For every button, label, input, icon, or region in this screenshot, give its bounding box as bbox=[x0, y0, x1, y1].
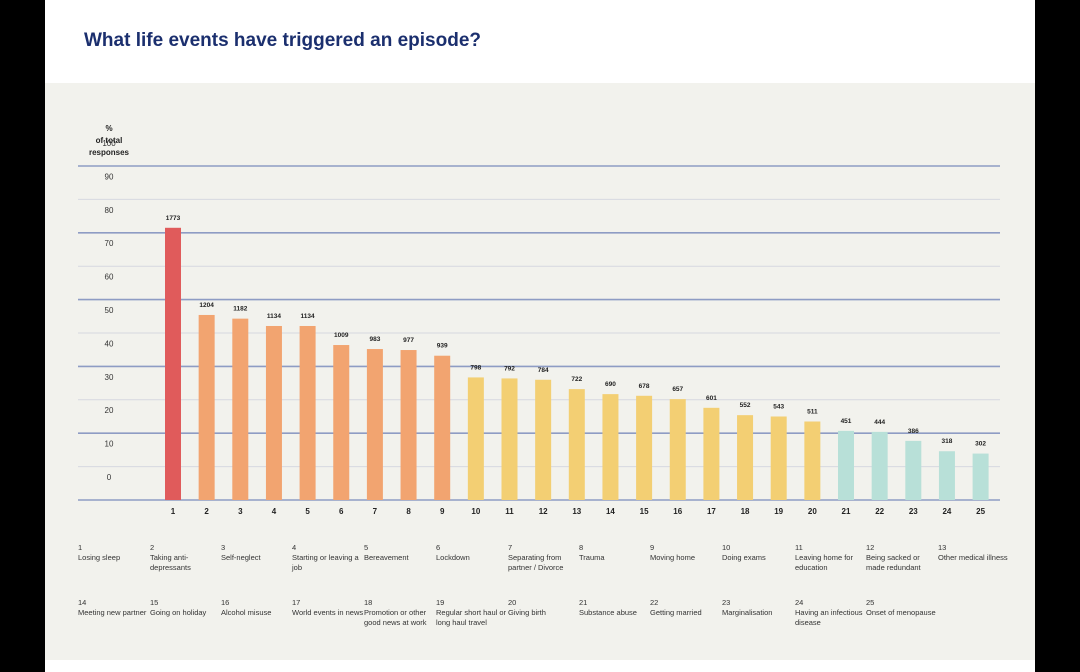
bar bbox=[232, 318, 249, 500]
bar bbox=[871, 431, 888, 500]
y-tick-label: 70 bbox=[105, 239, 114, 248]
bar bbox=[434, 355, 451, 500]
y-tick-label: 50 bbox=[105, 306, 114, 315]
bar bbox=[770, 416, 787, 500]
data-label: 1134 bbox=[301, 313, 315, 320]
x-tick-label: 3 bbox=[238, 507, 243, 516]
bar bbox=[636, 395, 653, 500]
data-label: 1134 bbox=[267, 313, 281, 320]
x-tick-label: 1 bbox=[171, 507, 176, 516]
y-tick-label: 90 bbox=[105, 172, 114, 181]
data-label: 983 bbox=[369, 336, 380, 343]
bar bbox=[804, 421, 821, 500]
y-axis-label: of total bbox=[96, 136, 123, 145]
data-label: 977 bbox=[403, 337, 414, 344]
data-label: 444 bbox=[874, 419, 885, 426]
y-tick-label: 40 bbox=[105, 339, 114, 348]
bar bbox=[501, 378, 518, 500]
data-label: 792 bbox=[504, 365, 515, 372]
x-tick-label: 9 bbox=[440, 507, 445, 516]
chart-title: What life events have triggered an episo… bbox=[84, 30, 481, 51]
y-tick-label: 10 bbox=[105, 440, 114, 449]
data-label: 543 bbox=[773, 404, 784, 411]
x-tick-label: 8 bbox=[406, 507, 411, 516]
header: What life events have triggered an episo… bbox=[45, 0, 1035, 83]
bar bbox=[165, 227, 181, 501]
data-label: 511 bbox=[807, 409, 818, 416]
data-label: 1009 bbox=[334, 332, 349, 339]
x-tick-label: 16 bbox=[673, 507, 682, 516]
data-label: 601 bbox=[706, 395, 717, 402]
x-tick-label: 17 bbox=[707, 507, 716, 516]
bar bbox=[467, 377, 484, 500]
x-tick-label: 13 bbox=[572, 507, 581, 516]
bar bbox=[602, 394, 619, 500]
data-label: 784 bbox=[538, 367, 549, 374]
data-label: 798 bbox=[470, 364, 481, 371]
x-tick-label: 18 bbox=[741, 507, 750, 516]
x-tick-label: 7 bbox=[373, 507, 378, 516]
bar bbox=[938, 451, 955, 500]
x-tick-label: 25 bbox=[976, 507, 985, 516]
bar bbox=[535, 379, 552, 500]
x-tick-label: 15 bbox=[640, 507, 649, 516]
x-tick-label: 23 bbox=[909, 507, 918, 516]
x-tick-label: 20 bbox=[808, 507, 817, 516]
x-tick-label: 12 bbox=[539, 507, 548, 516]
x-tick-label: 6 bbox=[339, 507, 344, 516]
y-tick-label: 60 bbox=[105, 273, 114, 282]
data-label: 552 bbox=[740, 402, 751, 409]
bar bbox=[366, 349, 383, 500]
data-label: 690 bbox=[605, 381, 616, 388]
data-label: 302 bbox=[975, 441, 986, 448]
bar bbox=[972, 453, 989, 500]
bar bbox=[669, 399, 686, 500]
data-label: 678 bbox=[639, 383, 650, 390]
bar bbox=[198, 314, 215, 500]
y-tick-label: 0 bbox=[107, 473, 112, 482]
y-tick-label: 80 bbox=[105, 206, 114, 215]
x-tick-label: 5 bbox=[305, 507, 310, 516]
data-label: 657 bbox=[672, 386, 683, 393]
data-label: 722 bbox=[571, 376, 582, 383]
y-tick-label: 100 bbox=[102, 139, 116, 148]
data-label: 1182 bbox=[233, 306, 247, 313]
bar bbox=[905, 440, 922, 500]
page: What life events have triggered an episo… bbox=[45, 0, 1035, 672]
bar bbox=[568, 389, 585, 500]
y-axis-label: responses bbox=[89, 148, 130, 157]
data-label: 451 bbox=[841, 418, 852, 425]
bar bbox=[299, 325, 316, 500]
bar bbox=[333, 345, 350, 500]
x-tick-label: 10 bbox=[471, 507, 480, 516]
x-tick-label: 14 bbox=[606, 507, 615, 516]
bar-chart: % of total responses 0 10 20 30 40 50 60 70 80 90 100… bbox=[78, 124, 1000, 516]
bar bbox=[737, 415, 754, 500]
x-tick-label: 19 bbox=[774, 507, 783, 516]
bar bbox=[838, 430, 854, 500]
data-label: 386 bbox=[908, 428, 919, 435]
y-tick-label: 20 bbox=[105, 406, 114, 415]
data-label: 939 bbox=[437, 343, 448, 350]
x-tick-label: 21 bbox=[842, 507, 851, 516]
bar bbox=[703, 407, 720, 500]
y-tick-label: 30 bbox=[105, 373, 114, 382]
x-tick-label: 2 bbox=[204, 507, 209, 516]
x-tick-label: 4 bbox=[272, 507, 277, 516]
data-label: 318 bbox=[942, 438, 953, 445]
footer-strip bbox=[45, 660, 1035, 672]
x-tick-label: 24 bbox=[942, 507, 951, 516]
bar bbox=[265, 325, 282, 500]
bar bbox=[400, 350, 417, 500]
x-tick-label: 22 bbox=[875, 507, 884, 516]
x-tick-label: 11 bbox=[505, 507, 514, 516]
data-label: 1773 bbox=[166, 215, 181, 222]
data-label: 1204 bbox=[199, 302, 214, 309]
y-axis-label: % bbox=[105, 124, 112, 133]
